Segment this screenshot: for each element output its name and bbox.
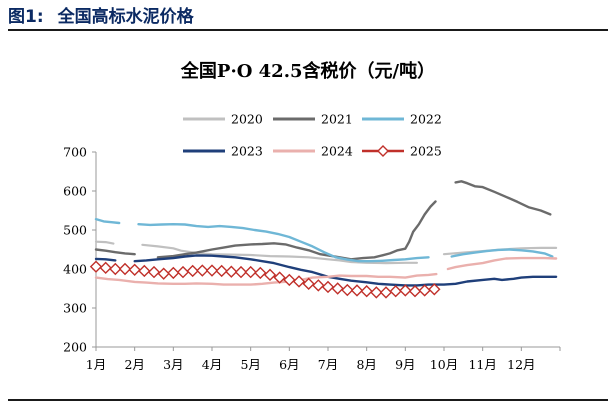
legend-item-2020: 2020 (183, 112, 263, 127)
data-point-marker (399, 284, 412, 297)
chart-legend: 2020 2021 2022 2023 2024 2025 (183, 112, 442, 159)
series-line (94, 240, 115, 245)
data-point-marker (389, 285, 402, 298)
data-point-marker (331, 282, 344, 295)
data-point-marker (196, 264, 209, 277)
data-point-marker (234, 265, 248, 279)
data-point-marker (302, 277, 315, 291)
data-point-marker (341, 283, 354, 297)
legend-label: 2022 (410, 112, 442, 127)
x-tick-label: 2月 (124, 357, 144, 372)
series-line (156, 200, 437, 261)
figure-label: 图1: 全国高标水泥价格 (8, 2, 194, 27)
y-tick-label: 300 (63, 301, 87, 316)
bottom-rule (8, 399, 608, 401)
legend-item-2021: 2021 (273, 112, 353, 127)
legend-item-2023: 2023 (183, 144, 263, 159)
legend-label: 2023 (231, 144, 263, 159)
x-tick-label: 8月 (356, 357, 376, 372)
legend-label: 2020 (231, 112, 263, 127)
data-point-marker (109, 262, 122, 276)
figure-header: 图1: 全国高标水泥价格 (8, 0, 608, 30)
data-point-marker (157, 267, 170, 280)
series-line (141, 243, 418, 265)
x-tick-label: 11月 (468, 357, 496, 372)
y-tick-label: 200 (63, 340, 87, 355)
y-tick-label: 500 (63, 223, 87, 238)
series-line (94, 217, 121, 225)
legend-label: 2024 (321, 144, 353, 159)
legend-item-2024: 2024 (273, 144, 353, 159)
data-point-marker (408, 285, 422, 298)
data-point-marker (186, 264, 199, 278)
data-point-marker (377, 145, 389, 157)
data-point-marker (263, 268, 277, 282)
data-point-marker (225, 265, 238, 278)
series-line (454, 180, 552, 216)
y-tick-label: 600 (63, 184, 87, 199)
series-2021 (94, 180, 552, 261)
series-line (450, 248, 554, 258)
x-tick-label: 5月 (240, 357, 260, 372)
legend-item-2025: 2025 (362, 144, 442, 159)
series-2023 (94, 254, 558, 287)
x-tick-label: 12月 (507, 357, 535, 372)
chart-title: 全国P·O 42.5含税价（元/吨） (180, 60, 435, 82)
figure-number: 图1: (8, 7, 44, 27)
data-point-marker (292, 275, 306, 288)
x-tick-label: 6月 (279, 357, 299, 372)
y-tick-label: 400 (63, 262, 87, 277)
data-point-marker (244, 265, 257, 279)
x-tick-label: 1月 (86, 357, 106, 372)
chart-series-layer (89, 180, 558, 299)
data-point-marker (360, 285, 373, 298)
series-2024 (94, 256, 558, 286)
x-tick-label: 9月 (395, 357, 415, 372)
data-point-marker (118, 262, 132, 276)
data-point-marker (176, 265, 190, 279)
data-point-marker (283, 273, 296, 287)
y-tick-label: 700 (63, 145, 87, 160)
data-point-marker (379, 286, 393, 299)
series-line (94, 248, 136, 256)
series-line (94, 272, 438, 286)
series-line (446, 256, 558, 271)
data-point-marker (167, 266, 180, 280)
legend-item-2022: 2022 (362, 112, 442, 127)
data-point-marker (350, 284, 364, 297)
data-point-marker (147, 265, 161, 279)
data-point-marker (89, 260, 103, 273)
series-line (133, 254, 558, 287)
x-tick-label: 4月 (202, 357, 222, 372)
data-point-marker (254, 266, 267, 280)
series-2025 (89, 260, 441, 299)
data-point-marker (312, 279, 325, 292)
data-point-marker (99, 261, 112, 275)
series-line (137, 223, 430, 263)
data-point-marker (370, 286, 383, 299)
chart-axes: 200 300 400 500 600 700 1月 2月 3月 4月 5月 6月 7月 8月 9月 10月 1… (63, 145, 561, 372)
series-line (94, 257, 117, 262)
legend-label: 2025 (410, 144, 442, 159)
x-tick-label: 7月 (318, 357, 338, 372)
figure-caption: 全国高标水泥价格 (57, 7, 194, 27)
data-point-marker (215, 264, 228, 278)
data-point-marker (428, 283, 441, 296)
data-point-marker (205, 264, 219, 277)
x-tick-label: 3月 (163, 357, 183, 372)
data-point-marker (138, 264, 151, 278)
x-tick-label: 10月 (430, 357, 458, 372)
top-rule (8, 29, 608, 31)
data-point-marker (321, 280, 335, 294)
data-point-marker (273, 271, 286, 284)
series-2022 (94, 217, 554, 263)
data-point-marker (128, 263, 141, 276)
data-point-marker (418, 284, 431, 297)
legend-label: 2021 (321, 112, 353, 127)
